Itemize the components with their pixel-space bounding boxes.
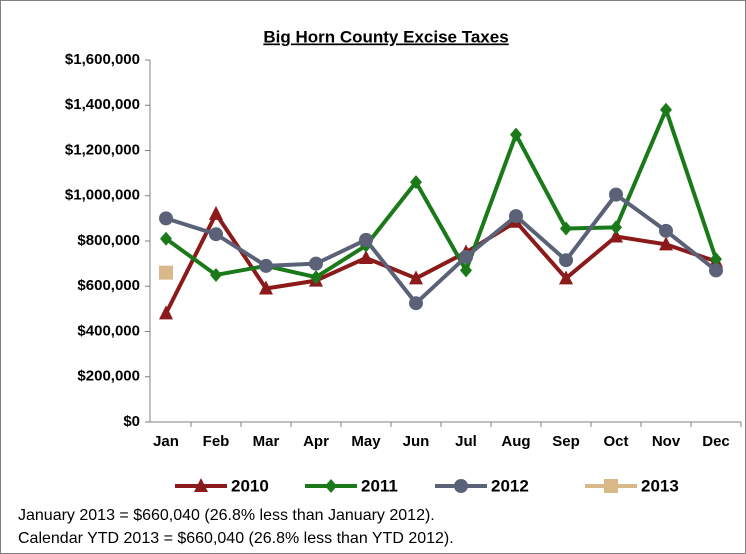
- note: January 2013 = $660,040 (26.8% less than…: [18, 507, 435, 524]
- x-tick-label: Nov: [652, 433, 681, 450]
- legend-label: 2012: [491, 476, 529, 495]
- y-tick-label: $1,400,000: [65, 96, 140, 113]
- y-tick-label: $400,000: [77, 322, 140, 339]
- y-tick-label: $800,000: [77, 232, 140, 249]
- x-tick-label: Jan: [153, 433, 179, 450]
- x-tick-label: Oct: [603, 433, 628, 450]
- data-point: [159, 211, 173, 226]
- data-point: [609, 187, 623, 202]
- data-point: [659, 223, 673, 238]
- x-tick-label: Mar: [253, 433, 280, 450]
- y-tick-label: $1,000,000: [65, 187, 140, 204]
- data-point: [459, 249, 473, 264]
- note: Calendar YTD 2013 = $660,040 (26.8% less…: [18, 530, 454, 547]
- x-tick-label: Jun: [403, 433, 430, 450]
- y-tick-label: $1,600,000: [65, 51, 140, 68]
- data-point: [259, 280, 273, 295]
- y-tick-label: $1,200,000: [65, 141, 140, 158]
- data-point: [660, 102, 672, 117]
- data-point: [710, 252, 722, 267]
- data-point: [209, 227, 223, 242]
- data-point: [610, 220, 622, 235]
- data-point: [159, 265, 173, 280]
- data-point: [560, 221, 572, 236]
- x-tick-label: Dec: [702, 433, 730, 450]
- legend-label: 2010: [231, 476, 269, 495]
- data-point: [209, 205, 223, 220]
- data-point: [359, 249, 373, 264]
- data-point: [409, 296, 423, 311]
- y-tick-label: $200,000: [77, 368, 140, 385]
- legend-marker: [454, 479, 468, 493]
- data-point: [359, 232, 373, 247]
- series-line: [165, 192, 718, 306]
- data-point: [160, 231, 172, 246]
- x-tick-label: May: [351, 433, 381, 450]
- legend-label: 2011: [361, 476, 398, 495]
- x-tick-label: Apr: [303, 433, 329, 450]
- data-point: [709, 263, 723, 278]
- series-line: [164, 107, 718, 280]
- data-point: [559, 253, 573, 268]
- data-point: [259, 258, 273, 273]
- y-tick-label: $0: [123, 413, 140, 430]
- legend-marker: [194, 478, 208, 492]
- x-tick-label: Aug: [501, 433, 530, 450]
- legend-marker: [325, 479, 337, 493]
- x-tick-label: Feb: [203, 433, 230, 450]
- data-point: [509, 209, 523, 224]
- data-point: [309, 256, 323, 271]
- legend-label: 2013: [641, 476, 679, 495]
- data-point: [310, 270, 322, 285]
- data-point: [210, 267, 222, 282]
- data-point: [510, 127, 522, 142]
- chart-title: Big Horn County Excise Taxes: [263, 27, 508, 46]
- legend-marker: [604, 479, 618, 493]
- x-tick-label: Jul: [455, 433, 477, 450]
- data-point: [609, 228, 623, 243]
- data-point: [409, 270, 423, 285]
- data-point: [159, 305, 173, 320]
- y-tick-label: $600,000: [77, 277, 140, 294]
- data-point: [659, 236, 673, 251]
- data-point: [410, 175, 422, 190]
- series-line: [164, 211, 717, 315]
- x-tick-label: Sep: [552, 433, 580, 450]
- data-point: [559, 270, 573, 285]
- data-point: [460, 263, 472, 278]
